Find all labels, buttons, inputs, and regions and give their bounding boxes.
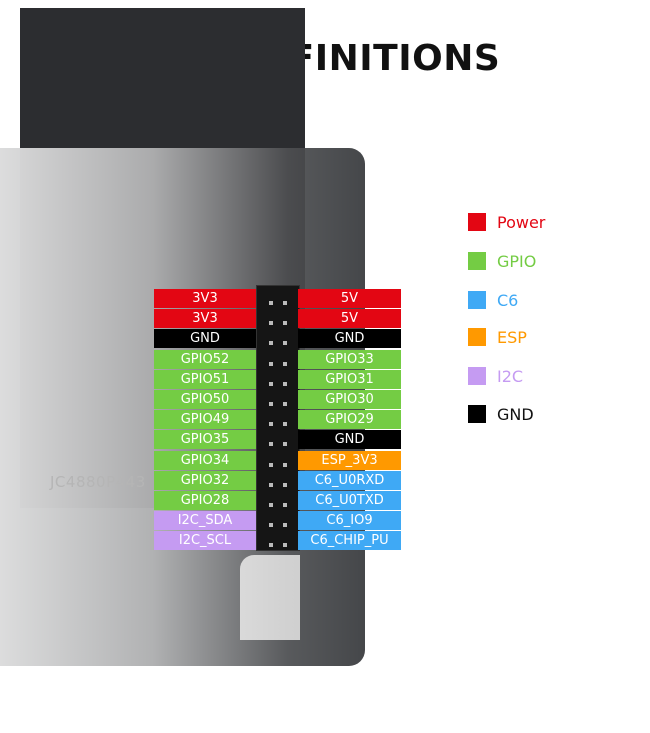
header-pin-pair [269,503,287,509]
legend-label: ESP [497,327,527,347]
pin [283,442,287,447]
legend-item: I2C [468,366,523,386]
pin [269,523,273,528]
pin [269,341,273,346]
legend-label: GPIO [497,251,537,271]
pin-label-left: 3V3 [154,309,256,329]
pin-label-right: GND [298,430,401,450]
legend-swatch [468,252,486,270]
legend-item: GND [468,404,534,424]
header-pin-pair [269,301,287,307]
legend-item: Power [468,212,545,232]
pin [269,442,273,447]
pin-label-right: 5V [298,289,401,308]
pin-label-right: C6_CHIP_PU [298,531,401,551]
pin [269,361,273,366]
pin [269,543,273,548]
legend-swatch [468,367,486,385]
pin-label-right: GND [298,329,401,349]
pin [283,543,287,548]
header-pin-pair [269,402,287,408]
pin-label-left: GPIO51 [154,369,256,389]
pin [283,402,287,406]
pin [283,462,287,467]
pin-label-left: GPIO52 [154,349,256,369]
pin [269,402,273,406]
pin [283,381,287,386]
legend-swatch [468,405,486,423]
header-pin-pair [269,321,287,327]
pin [269,482,273,487]
pin-label-left: GND [154,329,256,349]
pin-label-left: I2C_SDA [154,511,256,531]
pin [283,523,287,528]
pin-label-left: GPIO32 [154,470,256,490]
pin-label-right: GPIO30 [298,390,401,409]
header-pin-pair [269,442,287,448]
pin-label-left: 3V3 [154,289,256,308]
pin-label-right: GPIO33 [298,349,401,369]
header-pin-pair [269,482,287,489]
pin-label-right: GPIO31 [298,369,401,389]
pin [269,422,273,427]
pin [269,381,273,386]
pin [283,482,287,487]
pin-label-left: GPIO28 [154,491,256,510]
pin [269,462,273,467]
pin-label-right: GPIO29 [298,410,401,430]
pin-label-right: C6_IO9 [298,511,401,531]
header-pin-pair [269,361,287,368]
pin-label-left: GPIO49 [154,410,256,430]
pin [283,341,287,346]
pin [283,361,287,366]
board-marking: JC4880P443 [50,473,146,491]
pin-header [256,285,300,551]
header-pin-pair [269,523,287,529]
pin-label-right: ESP_3V3 [298,450,401,470]
pin-label-left: GPIO34 [154,450,256,470]
pin [283,301,287,305]
legend-label: C6 [497,290,519,310]
pin-label-left: GPIO35 [154,430,256,450]
header-pin-pair [269,462,287,469]
pin [269,301,273,305]
header-pin-pair [269,543,287,549]
pin [269,503,273,507]
pin [269,321,273,326]
legend-label: GND [497,404,534,424]
legend-swatch [468,291,486,309]
legend-swatch [468,213,486,231]
pin-label-right: 5V [298,309,401,329]
header-pin-pair [269,341,287,347]
header-pin-pair [269,381,287,388]
pin-label-left: GPIO50 [154,390,256,409]
pin [283,422,287,427]
legend-label: I2C [497,366,524,386]
pin [283,321,287,326]
pin-label-left: I2C_SCL [154,531,256,551]
pin-label-right: C6_U0RXD [298,470,401,490]
header-pin-pair [269,422,287,428]
legend-item: GPIO [468,251,536,271]
pin [283,503,287,507]
legend-swatch [468,328,486,346]
legend-item: ESP [468,327,527,347]
pin-label-right: C6_U0TXD [298,491,401,510]
legend-label: Power [497,212,546,232]
legend-item: C6 [468,290,518,310]
